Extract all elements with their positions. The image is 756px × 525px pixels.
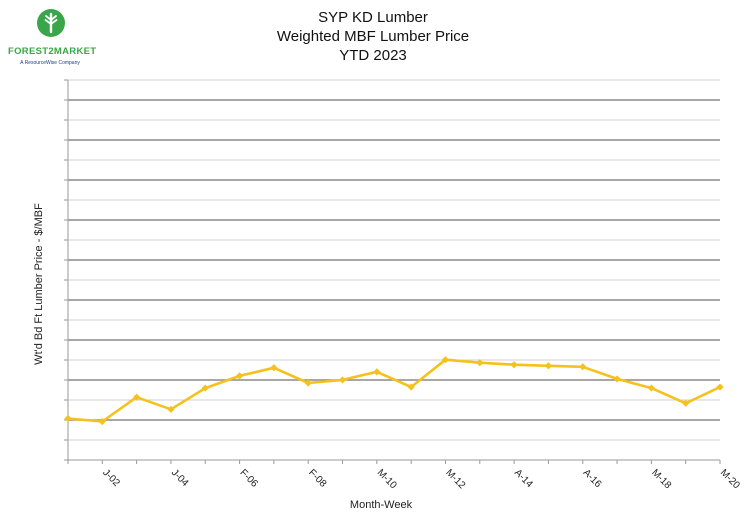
chart-title: SYP KD Lumber Weighted MBF Lumber Price … xyxy=(223,8,523,65)
data-point xyxy=(613,375,621,383)
data-point xyxy=(167,405,175,413)
axes xyxy=(64,79,721,464)
chart-title-line-2: Weighted MBF Lumber Price xyxy=(276,28,470,45)
chart-title-line-3: YTD 2023 xyxy=(339,47,407,64)
y-axis-title: Wt'd Bd Ft Lumber Price - $/MBF xyxy=(33,203,45,365)
data-point xyxy=(476,359,484,367)
x-tick-label: A-14 xyxy=(512,467,535,490)
data-point xyxy=(98,417,106,426)
data-point xyxy=(647,384,655,392)
data-point xyxy=(373,368,381,376)
gridlines xyxy=(68,79,720,441)
chart-title-line-1: SYP KD Lumber xyxy=(318,9,428,26)
data-point xyxy=(270,364,278,372)
data-point xyxy=(133,393,141,401)
data-point xyxy=(682,399,690,407)
forest2market-logo: FOREST2MARKET A ResourceWise Company xyxy=(8,8,97,66)
series-layer xyxy=(64,356,724,426)
data-point xyxy=(338,376,347,384)
x-axis-title: Month-Week xyxy=(350,499,413,511)
data-point xyxy=(579,363,587,371)
x-tick-label: M-18 xyxy=(649,467,673,491)
x-tick-label: F-06 xyxy=(237,467,260,490)
data-point xyxy=(716,383,724,391)
data-point xyxy=(407,383,415,391)
x-tick-label: A-16 xyxy=(581,467,604,490)
x-tick-labels: J-02 J-04 F-06 F-08 M-10 M-12 A-14 A-16 M-18 M-20 xyxy=(100,467,742,491)
data-point xyxy=(304,379,312,387)
data-point xyxy=(441,356,450,364)
x-tick-label: M-10 xyxy=(375,467,399,491)
series-line xyxy=(67,358,721,423)
x-tick-label: M-20 xyxy=(718,467,742,491)
logo-subtext: A ResourceWise Company xyxy=(20,60,80,66)
data-point xyxy=(510,361,518,369)
data-point xyxy=(64,414,72,423)
x-tick-label: F-08 xyxy=(306,467,329,490)
logo-brand-text: FOREST2MARKET xyxy=(8,46,97,57)
data-point xyxy=(235,372,244,380)
x-tick-label: J-02 xyxy=(100,467,122,489)
data-point xyxy=(544,362,553,370)
tree-logo-icon xyxy=(37,9,65,37)
x-tick-label: J-04 xyxy=(169,467,191,489)
data-point xyxy=(201,384,209,392)
x-tick-label: M-12 xyxy=(443,467,467,491)
